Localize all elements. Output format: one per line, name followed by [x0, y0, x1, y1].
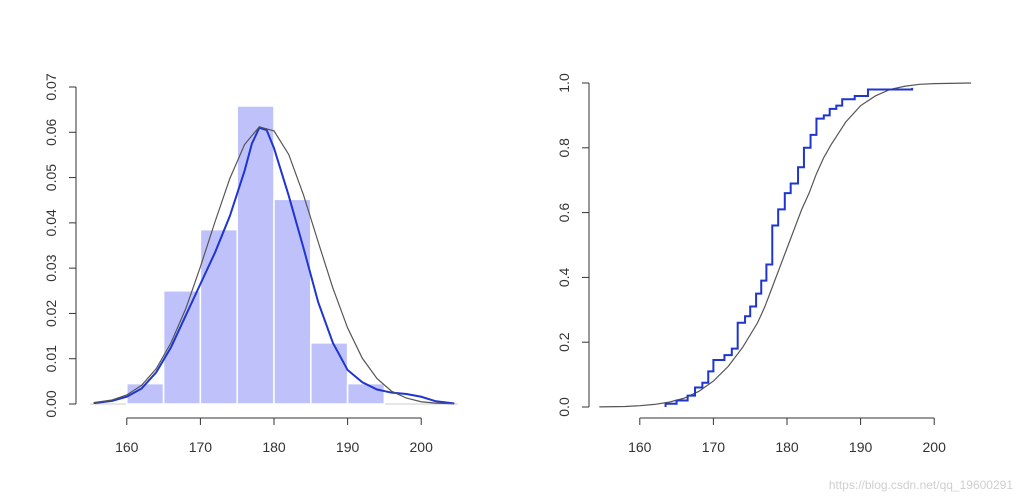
x-tick-label: 170: [702, 439, 726, 455]
normal-cdf-curve: [599, 82, 972, 408]
ecdf-step-line: [664, 87, 914, 407]
histogram-bar: [346, 382, 386, 405]
x-tick-label: 180: [262, 439, 286, 455]
y-tick-label: 0.4: [556, 267, 572, 287]
histogram-bar: [310, 342, 349, 405]
x-tick-label: 190: [849, 439, 873, 455]
y-tick-label: 0.01: [43, 345, 59, 372]
y-tick-label: 0.00: [43, 390, 59, 417]
y-tick-label: 0.05: [43, 164, 59, 191]
x-tick-label: 160: [628, 439, 652, 455]
kde-curve: [93, 126, 455, 405]
watermark: https://blog.csdn.net/qq_19600291: [828, 478, 1013, 492]
histogram-bar: [199, 228, 238, 405]
x-tick-label: 160: [115, 439, 139, 455]
histogram-bar: [273, 198, 312, 405]
y-tick-label: 0.03: [43, 254, 59, 281]
x-tick-label: 190: [336, 439, 360, 455]
y-tick-label: 0.06: [43, 118, 59, 145]
y-tick-label: 0.8: [556, 138, 572, 158]
x-tick-label: 170: [189, 439, 213, 455]
x-tick-label: 200: [410, 439, 434, 455]
x-tick-label: 200: [923, 439, 947, 455]
y-tick-label: 0.04: [43, 209, 59, 236]
y-tick-label: 0.2: [556, 332, 572, 352]
histogram-bar: [162, 290, 202, 405]
ecdf-plot: 0.0 0.2 0.4 0.6 0.8 1.0 160 170 180 190 200: [556, 73, 972, 455]
histogram-bar: [236, 105, 275, 405]
histogram-density-plot: 0.00 0.01 0.02 0.03 0.04 0.05 0.06 0.07 160 170 18…: [43, 73, 458, 455]
y-tick-label: 0.02: [43, 300, 59, 327]
y-tick-label: 0.07: [43, 73, 59, 100]
y-tick-label: 1.0: [556, 73, 572, 93]
normal-curve: [93, 126, 455, 405]
y-tick-label: 0.0: [556, 397, 572, 417]
x-tick-label: 180: [775, 439, 799, 455]
y-tick-label: 0.6: [556, 203, 572, 223]
